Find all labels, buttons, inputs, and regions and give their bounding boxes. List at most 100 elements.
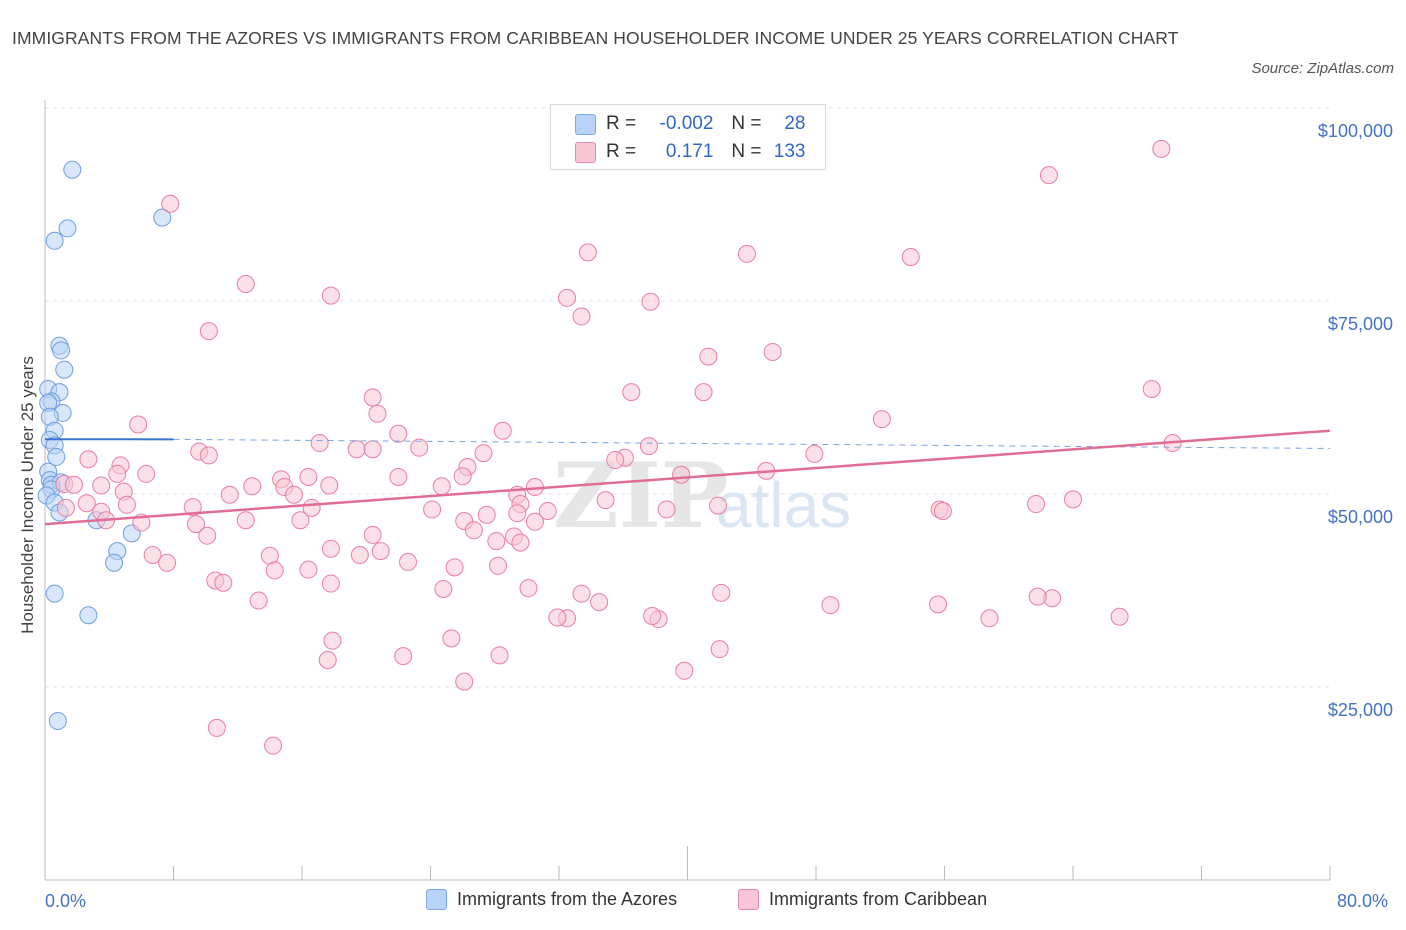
caribbean-point	[207, 718, 226, 737]
caribbean-point	[712, 583, 731, 602]
caribbean-point	[548, 608, 567, 627]
caribbean-point	[161, 194, 180, 213]
watermark-atlas: atlas	[716, 469, 851, 541]
caribbean-point	[236, 511, 255, 530]
r-label: R =	[606, 141, 637, 162]
caribbean-point	[108, 464, 127, 483]
azores-point	[52, 341, 71, 360]
legend-item-caribbean[interactable]: Immigrants from Caribbean	[738, 889, 987, 910]
caribbean-point	[487, 532, 506, 551]
azores-legend-swatch	[426, 889, 447, 910]
caribbean-point	[186, 515, 205, 534]
caribbean-point	[265, 561, 284, 580]
legend-item-azores[interactable]: Immigrants from the Azores	[426, 889, 677, 910]
y-tick-label: $100,000	[1317, 121, 1393, 141]
caribbean-point	[323, 631, 342, 650]
caribbean-point	[117, 495, 136, 514]
azores-r-value: -0.002	[659, 113, 714, 134]
caribbean-legend-swatch	[738, 889, 759, 910]
caribbean-point	[363, 440, 382, 459]
legend-row-caribbean: R = 0.171 N = 133	[575, 139, 806, 165]
legend-row-azores: R = -0.002 N = 28	[575, 111, 806, 137]
azores-point	[63, 160, 82, 179]
caribbean-point	[321, 286, 340, 305]
caribbean-point	[368, 404, 387, 423]
caribbean-point	[453, 467, 472, 486]
caribbean-point	[389, 468, 408, 487]
azores-point	[48, 711, 67, 730]
caribbean-point	[929, 595, 948, 614]
caribbean-point	[980, 609, 999, 628]
azores-n-value: 28	[784, 113, 806, 134]
caribbean-point	[264, 736, 283, 755]
caribbean-point	[236, 275, 255, 294]
caribbean-point	[1142, 380, 1161, 399]
caribbean-point	[299, 468, 318, 487]
caribbean-point	[432, 477, 451, 496]
caribbean-point	[474, 444, 493, 463]
watermark-zip: ZIP	[553, 443, 728, 549]
caribbean-point	[198, 526, 217, 545]
caribbean-point	[821, 596, 840, 615]
caribbean-point	[672, 465, 691, 484]
caribbean-point	[350, 545, 369, 564]
caribbean-point	[92, 476, 111, 495]
azores-point	[153, 208, 172, 227]
azores-point	[45, 584, 64, 603]
caribbean-point	[578, 243, 597, 262]
caribbean-point	[77, 494, 96, 513]
caribbean-point	[64, 475, 83, 494]
caribbean-point	[199, 446, 218, 465]
caribbean-point	[347, 440, 366, 459]
caribbean-point	[442, 629, 461, 648]
caribbean-point	[199, 322, 218, 341]
caribbean-point	[933, 501, 952, 520]
caribbean-point	[318, 650, 337, 669]
caribbean-point	[508, 504, 527, 523]
caribbean-point	[137, 464, 156, 483]
azores-legend-label: Immigrants from the Azores	[457, 889, 678, 909]
y-tick-label: $25,000	[1327, 700, 1393, 720]
caribbean-point	[320, 476, 339, 495]
caribbean-point	[511, 533, 530, 552]
caribbean-point	[699, 347, 718, 366]
caribbean-point	[737, 244, 756, 263]
caribbean-point	[310, 434, 329, 453]
caribbean-point	[158, 553, 177, 572]
caribbean-point	[299, 560, 318, 579]
caribbean-point	[488, 556, 507, 575]
caribbean-point	[183, 498, 202, 517]
r-label: R =	[606, 113, 637, 134]
caribbean-point	[763, 342, 782, 361]
azores-point	[45, 231, 64, 250]
caribbean-point	[558, 288, 577, 307]
caribbean-point	[606, 451, 625, 470]
caribbean-point	[901, 247, 920, 266]
caribbean-point	[56, 498, 75, 517]
azores-point	[58, 219, 77, 238]
caribbean-point	[79, 450, 98, 469]
caribbean-point	[538, 501, 557, 520]
caribbean-swatch	[575, 141, 596, 163]
y-tick-label: $75,000	[1327, 314, 1393, 334]
caribbean-point	[643, 606, 662, 625]
caribbean-point	[423, 500, 442, 519]
caribbean-point	[675, 661, 694, 680]
caribbean-point	[389, 424, 408, 443]
x-tick-min: 0.0%	[45, 891, 87, 911]
caribbean-point	[572, 584, 591, 603]
caribbean-point	[694, 383, 713, 402]
caribbean-point	[525, 512, 544, 531]
caribbean-point	[572, 307, 591, 326]
caribbean-point	[639, 437, 658, 456]
caribbean-point	[363, 388, 382, 407]
caribbean-point	[249, 591, 268, 610]
caribbean-point	[455, 672, 474, 691]
azores-trend-extension	[173, 438, 1331, 449]
caribbean-point	[214, 573, 233, 592]
caribbean-point	[143, 545, 162, 564]
caribbean-point	[129, 415, 148, 434]
stats-legend: R = -0.002 N = 28 R = 0.171 N = 133	[550, 104, 826, 170]
caribbean-point	[399, 552, 418, 571]
